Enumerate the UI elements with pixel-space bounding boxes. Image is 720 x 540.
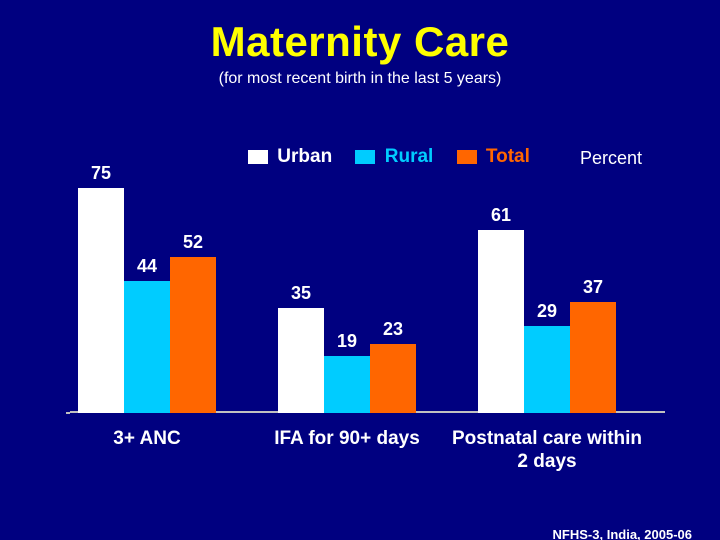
bar — [124, 281, 170, 413]
bar-value-label: 52 — [183, 232, 203, 253]
bar — [278, 308, 324, 413]
category-label: IFA for 90+ days — [247, 428, 447, 451]
chart-area: 754452351923612937 — [70, 173, 665, 413]
bar — [78, 188, 124, 413]
swatch-rural — [355, 150, 375, 164]
bar-value-label: 44 — [137, 256, 157, 277]
legend-item-urban: Urban — [248, 146, 332, 168]
swatch-total — [457, 150, 477, 164]
bar-value-label: 35 — [291, 283, 311, 304]
chart-subtitle: (for most recent birth in the last 5 yea… — [0, 70, 720, 88]
bar — [170, 257, 216, 413]
legend-label-rural: Rural — [385, 146, 434, 167]
legend-label-urban: Urban — [277, 146, 332, 167]
bar-value-label: 37 — [583, 277, 603, 298]
legend: Urban Rural Total — [248, 146, 548, 168]
swatch-urban — [248, 150, 268, 164]
bar — [324, 356, 370, 413]
bar-value-label: 19 — [337, 331, 357, 352]
legend-item-total: Total — [457, 146, 530, 168]
source-footer: NFHS-3, India, 2005-06 — [553, 527, 692, 540]
bar-value-label: 61 — [491, 205, 511, 226]
bar-value-label: 23 — [383, 319, 403, 340]
bar — [570, 302, 616, 413]
bar — [478, 230, 524, 413]
bar — [524, 326, 570, 413]
category-label: 3+ ANC — [47, 428, 247, 451]
percent-axis-label: Percent — [580, 148, 642, 169]
bar-value-label: 75 — [91, 163, 111, 184]
chart-title: Maternity Care — [0, 18, 720, 66]
legend-label-total: Total — [486, 146, 530, 167]
legend-item-rural: Rural — [355, 146, 433, 168]
category-label: Postnatal care within 2 days — [447, 428, 647, 474]
bar — [370, 344, 416, 413]
bar-value-label: 29 — [537, 301, 557, 322]
